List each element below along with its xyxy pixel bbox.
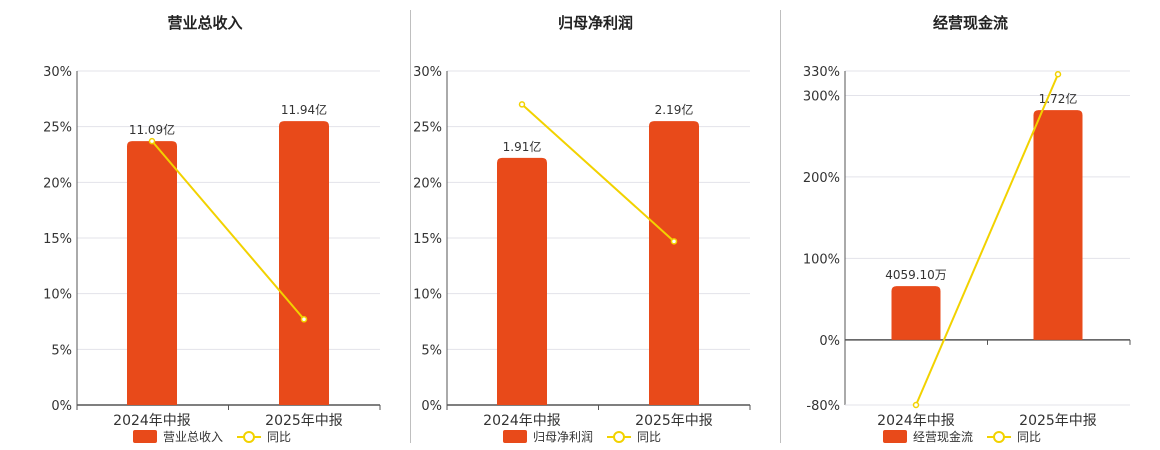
yoy-point — [912, 401, 920, 409]
chart-legend[interactable]: 经营现金流 同比 — [883, 427, 1041, 445]
yoy-point — [1054, 71, 1062, 78]
y-tick-label: 15% — [413, 232, 442, 247]
y-tick-label: 25% — [413, 121, 442, 136]
legend-label-bar: 营业总收入 — [163, 429, 224, 444]
bar — [279, 121, 329, 405]
y-tick-label: 5% — [421, 343, 442, 358]
bar-value-label: 11.09亿 — [129, 122, 175, 137]
yoy-point — [518, 101, 526, 108]
panel-divider — [780, 10, 781, 443]
chart-panel-net-profit: 归母净利润 0% 5% 10% 15% 20% 25% 30% 2024年中报 2025年中报 1… — [411, 0, 780, 450]
x-tick-label: 2024年中报 — [877, 413, 955, 429]
chart-legend[interactable]: 归母净利润 同比 — [503, 427, 661, 445]
chart-svg-cash-flow: -80% 0% 100% 200% 300% 330% 2024年中报 2025年中报 4059… — [803, 65, 1131, 429]
yoy-point — [670, 238, 678, 245]
y-tick-label: 330% — [803, 65, 840, 80]
y-tick-label: 30% — [413, 65, 442, 80]
bar-value-label: 11.94亿 — [281, 102, 327, 117]
yoy-point — [300, 316, 308, 323]
chart-title: 归母净利润 — [557, 14, 633, 32]
yoy-line — [151, 140, 305, 320]
legend-line-swatch-icon — [237, 430, 262, 443]
chart-svg-revenue: 0% 5% 10% 15% 20% 25% 30% 2024年中报 2025年中报 11.09亿 1… — [43, 65, 381, 429]
legend-bar-swatch-icon — [883, 429, 907, 443]
legend-label-line: 同比 — [637, 429, 662, 444]
y-tick-label: 0% — [421, 399, 442, 414]
y-tick-label: -80% — [806, 399, 840, 414]
legend-line-swatch-icon — [607, 430, 632, 443]
yoy-line — [521, 103, 675, 243]
legend-label-bar: 归母净利润 — [533, 429, 594, 444]
y-tick-label: 20% — [413, 176, 442, 191]
legend-label-line: 同比 — [1017, 429, 1042, 444]
bar — [497, 157, 547, 405]
bar — [1033, 110, 1083, 340]
chart-panel-cash-flow: 经营现金流 -80% 0% 100% 200% 300% 330% 2024年中报 2025年… — [781, 0, 1160, 450]
y-tick-label: 0% — [819, 334, 840, 349]
bar — [649, 121, 699, 405]
bar-value-label: 1.91亿 — [503, 139, 542, 154]
y-tick-label: 30% — [43, 65, 72, 80]
x-tick-label: 2025年中报 — [635, 413, 713, 429]
x-tick-label: 2024年中报 — [483, 413, 561, 429]
yoy-line — [915, 73, 1059, 406]
bar-value-label: 2.19亿 — [655, 102, 694, 117]
y-tick-label: 20% — [43, 176, 72, 191]
chart-title: 营业总收入 — [167, 14, 243, 32]
y-tick-label: 200% — [803, 171, 840, 186]
y-tick-label: 5% — [51, 343, 72, 358]
x-tick-label: 2025年中报 — [1019, 413, 1097, 429]
y-tick-label: 15% — [43, 232, 72, 247]
y-tick-label: 300% — [803, 89, 840, 104]
y-tick-label: 10% — [43, 288, 72, 303]
chart-panel-revenue: 营业总收入 0% 5% 10% 15% 20% 25% 30% 2024年中报 2025年中报 1… — [0, 0, 410, 450]
bar — [127, 141, 177, 405]
y-tick-label: 0% — [51, 399, 72, 414]
y-tick-label: 10% — [413, 288, 442, 303]
chart-svg-net-profit: 0% 5% 10% 15% 20% 25% 30% 2024年中报 2025年中报 1.91亿 2.… — [413, 65, 751, 429]
yoy-point — [148, 137, 156, 145]
x-tick-label: 2025年中报 — [265, 413, 343, 429]
legend-line-swatch-icon — [987, 430, 1012, 443]
y-tick-label: 100% — [803, 252, 840, 267]
legend-label-line: 同比 — [267, 429, 292, 444]
y-tick-label: 25% — [43, 121, 72, 136]
bar — [891, 286, 941, 340]
chart-title: 经营现金流 — [932, 14, 1008, 32]
chart-legend[interactable]: 营业总收入 同比 — [133, 427, 291, 445]
legend-bar-swatch-icon — [133, 429, 157, 443]
panel-divider — [410, 10, 411, 443]
bar-value-label: 4059.10万 — [885, 268, 947, 282]
legend-bar-swatch-icon — [503, 429, 527, 443]
legend-label-bar: 经营现金流 — [913, 429, 974, 444]
x-tick-label: 2024年中报 — [113, 413, 191, 429]
